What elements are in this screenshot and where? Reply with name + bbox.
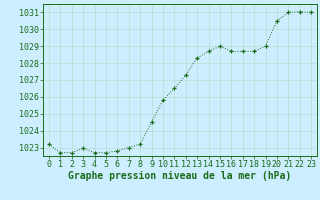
X-axis label: Graphe pression niveau de la mer (hPa): Graphe pression niveau de la mer (hPa) [68, 171, 292, 181]
